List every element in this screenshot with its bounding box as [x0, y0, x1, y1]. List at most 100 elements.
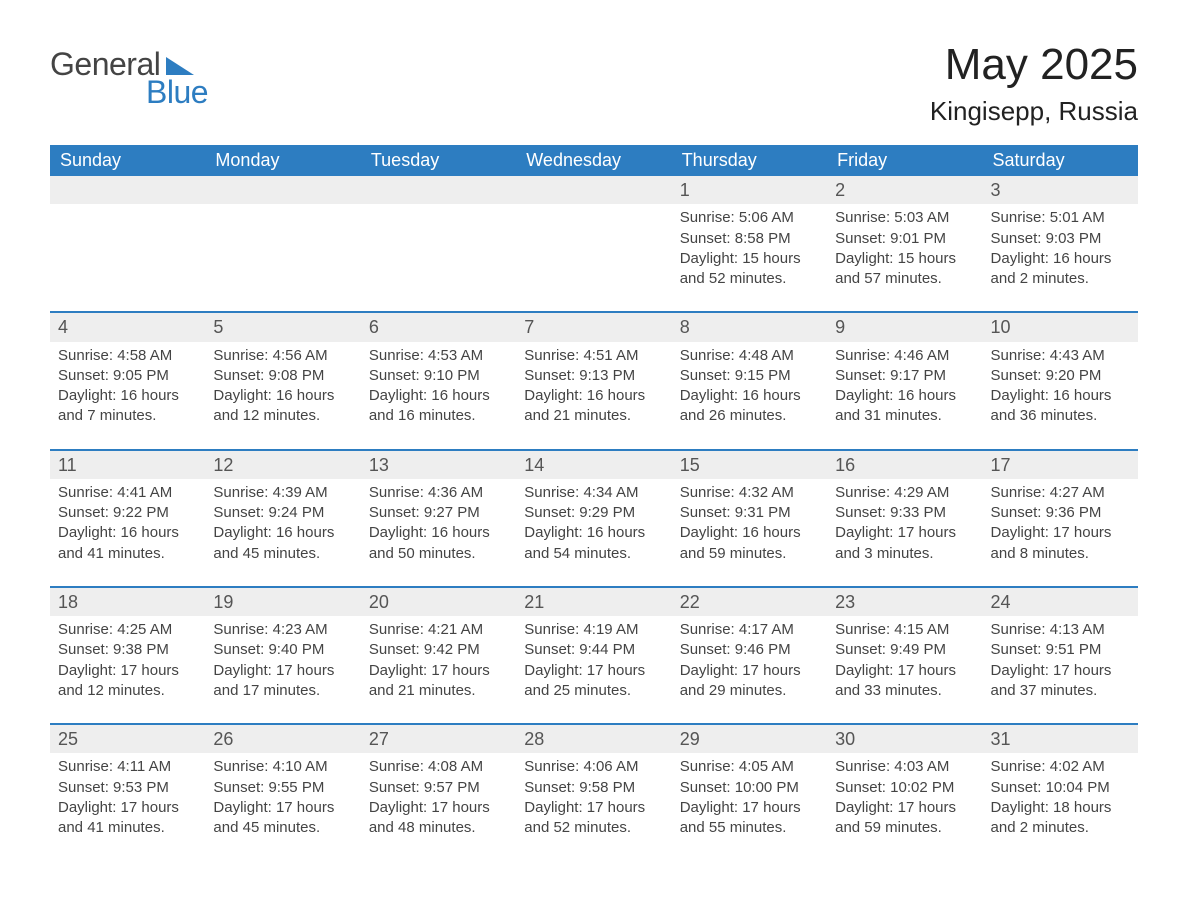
sunset-line: Sunset: 9:29 PM — [524, 503, 663, 523]
day-number: 28 — [516, 725, 671, 753]
sunrise-line: Sunrise: 4:41 AM — [58, 483, 197, 503]
calendar-cell: 30 Sunrise: 4:03 AMSunset: 10:02 PMDaylig… — [827, 724, 982, 860]
calendar-cell: 15Sunrise: 4:32 AMSunset: 9:31 PMDayligh… — [672, 450, 827, 587]
daylight-line: and 37 minutes. — [991, 681, 1130, 701]
daylight-line: and 48 minutes. — [369, 818, 508, 838]
sunset-line: Sunset: 9:17 PM — [835, 366, 974, 386]
calendar-cell: 3Sunrise: 5:01 AMSunset: 9:03 PMDaylight… — [983, 176, 1138, 312]
sunrise-line: Sunrise: 4:06 AM — [524, 757, 663, 777]
calendar-cell: 21Sunrise: 4:19 AMSunset: 9:44 PMDayligh… — [516, 587, 671, 724]
calendar-cell: 26Sunrise: 4:10 AMSunset: 9:55 PMDayligh… — [205, 724, 360, 860]
daylight-line: Daylight: 16 hours — [213, 523, 352, 543]
daylight-line: Daylight: 17 hours — [991, 523, 1130, 543]
daylight-line: and 3 minutes. — [835, 544, 974, 564]
day-number: 20 — [361, 588, 516, 616]
sunset-line: Sunset: 9:58 PM — [524, 778, 663, 798]
weekday-header: Monday — [205, 145, 360, 176]
calendar-week-row: 1 Sunrise: 5:06 AMSunset: 8:58 PMDaylight… — [50, 176, 1138, 312]
daylight-line: Daylight: 17 hours — [369, 661, 508, 681]
day-number: 26 — [205, 725, 360, 753]
calendar-cell: 12Sunrise: 4:39 AMSunset: 9:24 PMDayligh… — [205, 450, 360, 587]
sunrise-line: Sunrise: 4:02 AM — [991, 757, 1130, 777]
sunset-line: Sunset: 9:33 PM — [835, 503, 974, 523]
sunset-line: Sunset: 9:13 PM — [524, 366, 663, 386]
daylight-line: Daylight: 17 hours — [524, 798, 663, 818]
day-number: 5 — [205, 313, 360, 341]
weekday-header: Thursday — [672, 145, 827, 176]
day-number: 9 — [827, 313, 982, 341]
daylight-line: Daylight: 16 hours — [58, 386, 197, 406]
calendar-week-row: 4Sunrise: 4:58 AMSunset: 9:05 PMDaylight… — [50, 312, 1138, 449]
daylight-line: and 59 minutes. — [835, 818, 974, 838]
day-number: 1 — [672, 176, 827, 204]
day-number: 13 — [361, 451, 516, 479]
sunrise-line: Sunrise: 4:34 AM — [524, 483, 663, 503]
daylight-line: and 29 minutes. — [680, 681, 819, 701]
sunset-line: Sunset: 9:27 PM — [369, 503, 508, 523]
day-number: 29 — [672, 725, 827, 753]
daylight-line: Daylight: 17 hours — [680, 661, 819, 681]
day-details: Sunrise: 4:41 AMSunset: 9:22 PMDaylight:… — [50, 483, 205, 564]
location: Kingisepp, Russia — [930, 96, 1138, 127]
day-number: 16 — [827, 451, 982, 479]
sunset-line: Sunset: 9:24 PM — [213, 503, 352, 523]
day-number: 21 — [516, 588, 671, 616]
calendar-cell: 24Sunrise: 4:13 AMSunset: 9:51 PMDayligh… — [983, 587, 1138, 724]
calendar-cell: 5Sunrise: 4:56 AMSunset: 9:08 PMDaylight… — [205, 312, 360, 449]
day-number: 23 — [827, 588, 982, 616]
daylight-line: and 2 minutes. — [991, 269, 1130, 289]
day-details: Sunrise: 4:27 AMSunset: 9:36 PMDaylight:… — [983, 483, 1138, 564]
sunset-line: Sunset: 9:15 PM — [680, 366, 819, 386]
sunrise-line: Sunrise: 4:53 AM — [369, 346, 508, 366]
day-number: 19 — [205, 588, 360, 616]
calendar-cell: 22Sunrise: 4:17 AMSunset: 9:46 PMDayligh… — [672, 587, 827, 724]
calendar-cell: 17Sunrise: 4:27 AMSunset: 9:36 PMDayligh… — [983, 450, 1138, 587]
day-details: Sunrise: 4:51 AMSunset: 9:13 PMDaylight:… — [516, 346, 671, 427]
day-number: 25 — [50, 725, 205, 753]
day-number: 22 — [672, 588, 827, 616]
calendar-cell — [361, 176, 516, 312]
daylight-line: and 12 minutes. — [213, 406, 352, 426]
daylight-line: and 55 minutes. — [680, 818, 819, 838]
sunset-line: Sunset: 9:10 PM — [369, 366, 508, 386]
sunrise-line: Sunrise: 4:19 AM — [524, 620, 663, 640]
sunrise-line: Sunrise: 4:46 AM — [835, 346, 974, 366]
daylight-line: Daylight: 15 hours — [680, 249, 819, 269]
daylight-line: Daylight: 16 hours — [524, 523, 663, 543]
sunset-line: Sunset: 9:49 PM — [835, 640, 974, 660]
sunset-line: Sunset: 9:42 PM — [369, 640, 508, 660]
sunrise-line: Sunrise: 4:08 AM — [369, 757, 508, 777]
day-details: Sunrise: 5:03 AMSunset: 9:01 PMDaylight:… — [827, 208, 982, 289]
daylight-line: and 33 minutes. — [835, 681, 974, 701]
day-details: Sunrise: 4:53 AMSunset: 9:10 PMDaylight:… — [361, 346, 516, 427]
sunrise-line: Sunrise: 4:56 AM — [213, 346, 352, 366]
day-details: Sunrise: 4:34 AMSunset: 9:29 PMDaylight:… — [516, 483, 671, 564]
day-number: 3 — [983, 176, 1138, 204]
daylight-line: Daylight: 17 hours — [58, 661, 197, 681]
sunrise-line: Sunrise: 5:03 AM — [835, 208, 974, 228]
daylight-line: Daylight: 17 hours — [835, 661, 974, 681]
daylight-line: and 2 minutes. — [991, 818, 1130, 838]
day-number: 30 — [827, 725, 982, 753]
day-number: 11 — [50, 451, 205, 479]
sunset-line: Sunset: 9:55 PM — [213, 778, 352, 798]
daylight-line: Daylight: 17 hours — [58, 798, 197, 818]
calendar-week-row: 11 Sunrise: 4:41 AMSunset: 9:22 PMDayligh… — [50, 450, 1138, 587]
sunrise-line: Sunrise: 4:03 AM — [835, 757, 974, 777]
daylight-line: and 25 minutes. — [524, 681, 663, 701]
weekday-header: Friday — [827, 145, 982, 176]
day-number-empty — [50, 176, 205, 204]
calendar-table: Sunday Monday Tuesday Wednesday Thursday… — [50, 145, 1138, 860]
sunrise-line: Sunrise: 4:51 AM — [524, 346, 663, 366]
weekday-header: Sunday — [50, 145, 205, 176]
logo-word1: General — [50, 48, 160, 80]
sunset-line: Sunset: 9:36 PM — [991, 503, 1130, 523]
calendar-cell: 7Sunrise: 4:51 AMSunset: 9:13 PMDaylight… — [516, 312, 671, 449]
sunset-line: Sunset: 10:02 PM — [835, 778, 974, 798]
sunset-line: Sunset: 9:03 PM — [991, 229, 1130, 249]
day-details: Sunrise: 5:06 AMSunset: 8:58 PMDaylight:… — [672, 208, 827, 289]
daylight-line: and 52 minutes. — [524, 818, 663, 838]
day-details: Sunrise: 4:03 AMSunset: 10:02 PMDaylight… — [827, 757, 982, 838]
calendar-cell: 2Sunrise: 5:03 AMSunset: 9:01 PMDaylight… — [827, 176, 982, 312]
sunrise-line: Sunrise: 4:17 AM — [680, 620, 819, 640]
